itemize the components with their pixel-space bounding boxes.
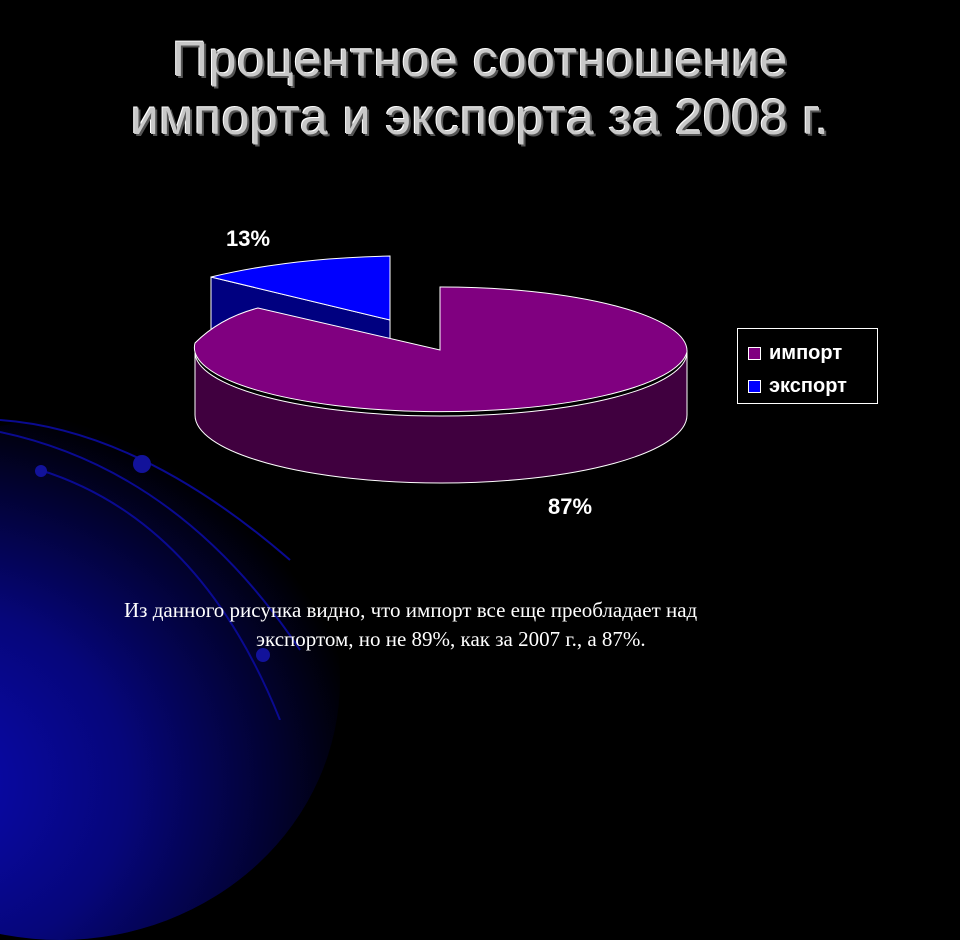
title-line-1: Процентное соотношение: [172, 31, 788, 87]
background-arcs: [0, 419, 301, 720]
legend-item-export: экспорт: [748, 375, 847, 398]
pie-slice-import: [193, 286, 688, 484]
legend-label-import: импорт: [769, 342, 843, 364]
data-label-import: 87%: [548, 494, 593, 519]
legend-swatch-import: [748, 347, 761, 360]
legend-item-import: импорт: [748, 342, 842, 365]
legend-label-export: экспорт: [769, 375, 847, 397]
caption-line-2: экспортом, но не 89%, как за 2007 г., а …: [256, 627, 646, 651]
caption-line-1: Из данного рисунка видно, что импорт все…: [124, 598, 698, 622]
chart-legend: импорт экспорт: [737, 328, 878, 404]
slide-title: Процентное соотношение импорта и экспорт…: [0, 30, 960, 146]
pie-chart: [193, 255, 688, 484]
data-label-export: 13%: [226, 226, 271, 251]
slide-caption: Из данного рисунка видно, что импорт все…: [120, 596, 860, 654]
legend-swatch-export: [748, 380, 761, 393]
title-line-2: импорта и экспорта за 2008 г.: [130, 89, 830, 145]
